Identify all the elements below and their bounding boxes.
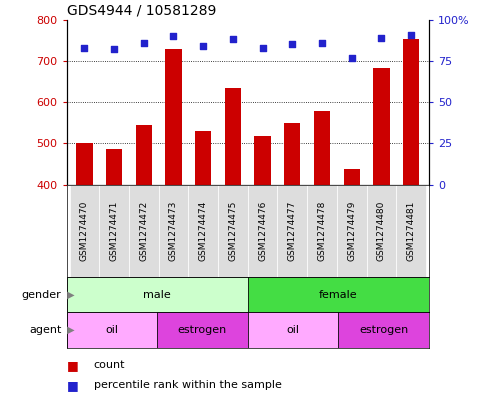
Text: GSM1274481: GSM1274481: [407, 201, 416, 261]
Text: GSM1274478: GSM1274478: [317, 201, 326, 261]
Bar: [195, 131, 211, 185]
Bar: [403, 39, 419, 185]
Text: GSM1274474: GSM1274474: [199, 201, 208, 261]
Text: ■: ■: [67, 378, 82, 392]
Bar: [338, 312, 429, 348]
Bar: [76, 143, 93, 185]
Text: GSM1274479: GSM1274479: [347, 201, 356, 261]
Bar: [136, 125, 152, 185]
Text: female: female: [319, 290, 357, 300]
Text: percentile rank within the sample: percentile rank within the sample: [94, 380, 282, 390]
Text: ■: ■: [67, 359, 82, 372]
Bar: [70, 185, 99, 277]
Bar: [218, 185, 248, 277]
Bar: [373, 68, 389, 185]
Bar: [337, 185, 366, 277]
Text: GSM1274471: GSM1274471: [109, 201, 119, 261]
Point: [199, 43, 207, 49]
Text: GSM1274480: GSM1274480: [377, 201, 386, 261]
Bar: [314, 111, 330, 185]
Text: GSM1274476: GSM1274476: [258, 201, 267, 261]
Text: GSM1274470: GSM1274470: [80, 201, 89, 261]
Text: ▶: ▶: [64, 290, 75, 300]
Point: [318, 40, 326, 46]
Point: [170, 33, 177, 39]
Bar: [67, 312, 157, 348]
Point: [110, 46, 118, 53]
Text: estrogen: estrogen: [178, 325, 227, 335]
Bar: [165, 48, 181, 185]
Bar: [106, 149, 122, 185]
Bar: [248, 277, 429, 312]
Bar: [284, 123, 300, 185]
Bar: [188, 185, 218, 277]
Bar: [225, 88, 241, 185]
Bar: [99, 185, 129, 277]
Point: [80, 44, 88, 51]
Text: ▶: ▶: [64, 325, 75, 335]
Text: GSM1274472: GSM1274472: [140, 201, 148, 261]
Text: male: male: [143, 290, 171, 300]
Point: [407, 31, 415, 38]
Text: oil: oil: [106, 325, 118, 335]
Point: [348, 55, 355, 61]
Bar: [157, 312, 248, 348]
Bar: [248, 312, 338, 348]
Bar: [254, 136, 271, 185]
Bar: [159, 185, 188, 277]
Point: [229, 36, 237, 42]
Bar: [366, 185, 396, 277]
Text: GSM1274477: GSM1274477: [288, 201, 297, 261]
Bar: [396, 185, 426, 277]
Point: [259, 44, 267, 51]
Bar: [307, 185, 337, 277]
Text: estrogen: estrogen: [359, 325, 408, 335]
Text: gender: gender: [22, 290, 62, 300]
Bar: [67, 277, 248, 312]
Bar: [129, 185, 159, 277]
Bar: [248, 185, 278, 277]
Text: count: count: [94, 360, 125, 371]
Text: oil: oil: [286, 325, 300, 335]
Text: GSM1274473: GSM1274473: [169, 201, 178, 261]
Text: GDS4944 / 10581289: GDS4944 / 10581289: [67, 3, 216, 17]
Point: [378, 35, 386, 41]
Bar: [278, 185, 307, 277]
Text: agent: agent: [29, 325, 62, 335]
Point: [140, 40, 148, 46]
Text: GSM1274475: GSM1274475: [228, 201, 238, 261]
Bar: [344, 169, 360, 185]
Point: [288, 41, 296, 48]
